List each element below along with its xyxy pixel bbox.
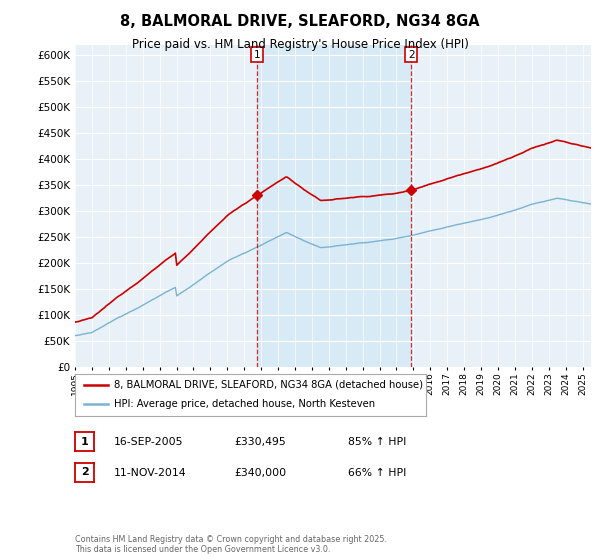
- Text: 1: 1: [254, 50, 260, 59]
- Text: 16-SEP-2005: 16-SEP-2005: [114, 437, 184, 447]
- Text: £330,495: £330,495: [234, 437, 286, 447]
- Text: 2: 2: [408, 50, 415, 59]
- Text: 8, BALMORAL DRIVE, SLEAFORD, NG34 8GA (detached house): 8, BALMORAL DRIVE, SLEAFORD, NG34 8GA (d…: [113, 380, 422, 390]
- Text: Price paid vs. HM Land Registry's House Price Index (HPI): Price paid vs. HM Land Registry's House …: [131, 38, 469, 50]
- Text: 1: 1: [81, 437, 88, 446]
- Text: 11-NOV-2014: 11-NOV-2014: [114, 468, 187, 478]
- Text: £340,000: £340,000: [234, 468, 286, 478]
- Text: Contains HM Land Registry data © Crown copyright and database right 2025.
This d: Contains HM Land Registry data © Crown c…: [75, 535, 387, 554]
- Text: 2: 2: [81, 468, 88, 477]
- Text: 85% ↑ HPI: 85% ↑ HPI: [348, 437, 406, 447]
- Text: HPI: Average price, detached house, North Kesteven: HPI: Average price, detached house, Nort…: [113, 399, 375, 409]
- Bar: [257, 45, 411, 367]
- Text: 66% ↑ HPI: 66% ↑ HPI: [348, 468, 406, 478]
- Text: 8, BALMORAL DRIVE, SLEAFORD, NG34 8GA: 8, BALMORAL DRIVE, SLEAFORD, NG34 8GA: [120, 14, 480, 29]
